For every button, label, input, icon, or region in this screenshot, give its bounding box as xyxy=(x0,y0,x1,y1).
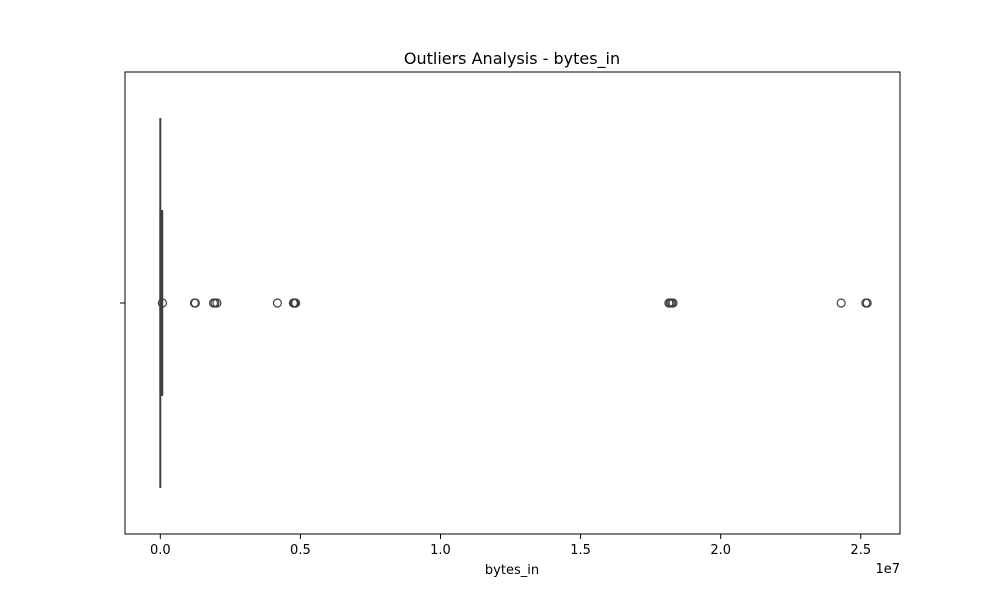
outlier-point xyxy=(291,298,301,308)
plot-frame xyxy=(124,71,901,535)
x-axis-ticks: 0.0 0.5 1.0 1.5 2.0 2.5 xyxy=(150,534,871,558)
outlier-point xyxy=(212,298,222,308)
chart-title: Outliers Analysis - bytes_in xyxy=(404,49,620,69)
outlier-point xyxy=(190,298,200,308)
x-tick-label: 0.5 xyxy=(290,543,311,558)
x-tick-label: 0.0 xyxy=(150,543,171,558)
x-tick-label: 2.0 xyxy=(710,543,731,558)
outlier-point xyxy=(272,298,283,308)
outlier-point xyxy=(668,298,678,308)
box-plot xyxy=(159,118,164,488)
x-tick-label: 1.0 xyxy=(430,543,451,558)
outlier-point xyxy=(862,298,872,308)
x-tick-label: 2.5 xyxy=(850,543,871,558)
x-tick-label: 1.5 xyxy=(570,543,591,558)
outlier-point xyxy=(836,298,846,308)
x-axis-offset-label: 1e7 xyxy=(875,562,900,577)
x-axis-label: bytes_in xyxy=(485,563,539,578)
outlier-points xyxy=(157,298,872,308)
outlier-point xyxy=(157,298,168,308)
